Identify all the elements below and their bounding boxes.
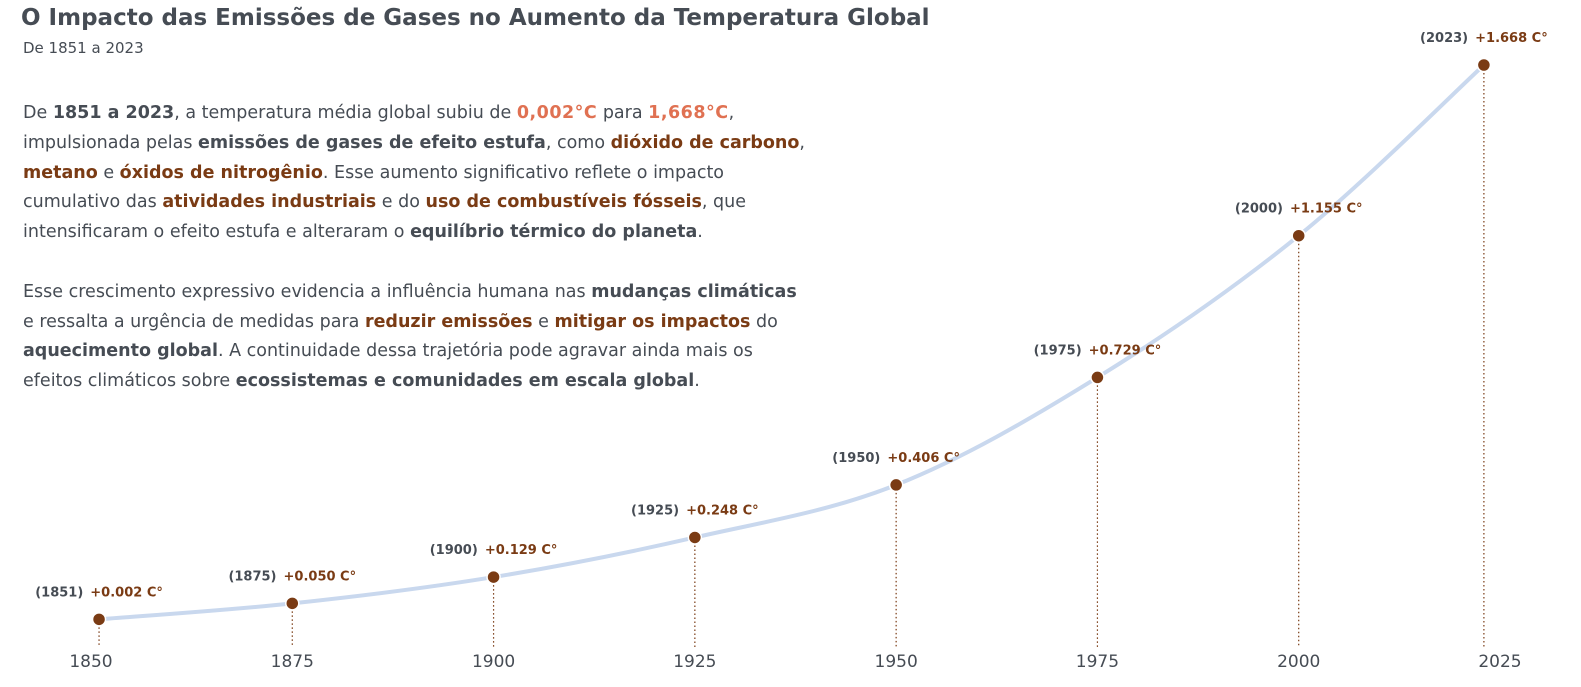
narrative-highlight: ecossistemas e comunidades em escala glo… — [235, 371, 695, 392]
data-point — [687, 530, 703, 545]
narrative-line: Esse crescimento expressivo evidencia a … — [23, 278, 805, 308]
point-value-label: +1.155 C° — [1290, 202, 1363, 217]
narrative-highlight: aquecimento global — [23, 341, 218, 362]
data-points — [91, 57, 1492, 627]
point-label: (1950) +0.406 C° — [832, 451, 960, 466]
point-value-label: +0.050 C° — [284, 569, 357, 584]
point-label: (2000) +1.155 C° — [1235, 202, 1363, 217]
data-point — [91, 612, 107, 627]
point-year-label: (1950) — [832, 451, 880, 466]
narrative-highlight: reduzir emissões — [364, 311, 533, 332]
narrative-text-segment: e do — [376, 192, 426, 213]
narrative-text-segment: efeitos climáticos sobre — [23, 371, 236, 392]
point-year-label: (2023) — [1420, 31, 1468, 46]
point-year-label: (1851) — [35, 585, 83, 600]
point-label: (1900) +0.129 C° — [430, 543, 558, 558]
x-axis-ticks: 1850 1875 1900 1925 1950 1975 2000 2025 — [69, 652, 1521, 672]
narrative-line: intensificaram o efeito estufa e alterar… — [23, 218, 805, 248]
temperature-line — [97, 63, 1486, 622]
narrative-line: aquecimento global. A continuidade dessa… — [23, 337, 805, 367]
narrative-highlight: 0,002°C — [516, 103, 598, 123]
narrative-text-segment: do — [750, 311, 778, 332]
narrative-highlight: metano — [23, 162, 98, 183]
narrative-line: De 1851 a 2023, a temperatura média glob… — [23, 99, 805, 129]
narrative-highlight: 1851 a 2023 — [52, 103, 175, 123]
narrative-text-segment: . — [697, 222, 703, 243]
narrative-text-segment: impulsionada pelas — [23, 132, 199, 153]
point-value-label: +0.002 C° — [90, 585, 163, 600]
point-label: (1875) +0.050 C° — [228, 569, 356, 584]
data-point — [1291, 228, 1306, 243]
narrative-text-segment: , — [728, 103, 735, 123]
narrative-text-segment: . Esse aumento significativo reflete o i… — [322, 162, 725, 183]
narrative-line: impulsionada pelas emissões de gases de … — [23, 129, 805, 159]
x-tick-label: 2025 — [1478, 652, 1521, 672]
chart-title: O Impacto das Emissões de Gases no Aumen… — [21, 5, 930, 31]
narrative-highlight: 1,668°C — [648, 103, 729, 123]
narrative-text-segment: para — [597, 103, 649, 123]
point-labels: (1851) +0.002 C° (1875) +0.050 C° (1900) +0.1… — [35, 31, 1548, 600]
narrative-text-segment: , que — [701, 192, 747, 213]
narrative-text-segment: . A continuidade dessa trajetória pode a… — [217, 341, 753, 362]
drop-lines — [98, 65, 1485, 647]
narrative-highlight: uso de combustíveis fósseis — [425, 192, 702, 213]
narrative-text-segment: , como — [545, 132, 611, 153]
narrative-text-segment: intensificaram o efeito estufa e alterar… — [23, 222, 411, 243]
narrative-paragraph: De 1851 a 2023, a temperatura média glob… — [23, 99, 805, 248]
point-year-label: (1900) — [430, 543, 478, 558]
narrative-text-segment: Esse crescimento expressivo evidencia a … — [23, 281, 592, 302]
narrative-highlight: mitigar os impactos — [554, 311, 751, 332]
data-point — [888, 477, 904, 493]
narrative-highlight: emissões de gases de efeito estufa — [198, 132, 546, 153]
data-point — [486, 569, 501, 585]
narrative-text-segment: , a temperatura média global subiu de — [174, 103, 517, 123]
point-label: (1925) +0.248 C° — [631, 503, 759, 518]
point-year-label: (1975) — [1034, 343, 1082, 358]
data-point — [285, 596, 300, 611]
x-tick-label: 1875 — [271, 652, 314, 672]
point-label: (1851) +0.002 C° — [35, 585, 163, 600]
data-point — [1090, 370, 1105, 385]
x-tick-label: 1975 — [1076, 652, 1119, 672]
point-value-label: +0.729 C° — [1089, 343, 1162, 358]
narrative-text-segment: cumulativo das — [23, 192, 163, 213]
narrative-text: De 1851 a 2023, a temperatura média glob… — [23, 99, 805, 427]
chart-subtitle: De 1851 a 2023 — [23, 39, 144, 57]
point-value-label: +1.668 C° — [1475, 31, 1548, 46]
narrative-text-segment: e — [532, 311, 555, 332]
narrative-highlight: atividades industriais — [162, 192, 377, 213]
narrative-highlight: mudanças climáticas — [591, 281, 797, 302]
point-value-label: +0.248 C° — [686, 503, 759, 518]
x-tick-label: 1950 — [875, 652, 918, 672]
x-tick-label: 2000 — [1277, 652, 1320, 672]
narrative-highlight: óxidos de nitrogênio — [119, 162, 323, 183]
point-year-label: (1925) — [631, 503, 679, 518]
narrative-line: cumulativo das atividades industriais e … — [23, 188, 805, 218]
x-tick-label: 1900 — [472, 652, 515, 672]
point-value-label: +0.406 C° — [887, 451, 960, 466]
narrative-paragraph: Esse crescimento expressivo evidencia a … — [23, 278, 805, 397]
narrative-line: e ressalta a urgência de medidas para re… — [23, 308, 805, 338]
point-year-label: (1875) — [228, 569, 276, 584]
narrative-line: metano e óxidos de nitrogênio. Esse aume… — [23, 159, 805, 189]
narrative-text-segment: e ressalta a urgência de medidas para — [23, 311, 365, 332]
point-label: (1975) +0.729 C° — [1034, 343, 1162, 358]
data-point — [1476, 57, 1492, 73]
narrative-text-segment: . — [694, 371, 700, 392]
narrative-text-segment: De — [23, 103, 53, 123]
narrative-highlight: equilíbrio térmico do planeta — [410, 222, 698, 243]
point-label: (2023) +1.668 C° — [1420, 31, 1548, 46]
x-tick-label: 1925 — [673, 652, 716, 672]
point-value-label: +0.129 C° — [485, 543, 558, 558]
narrative-line: efeitos climáticos sobre ecossistemas e … — [23, 367, 805, 397]
point-year-label: (2000) — [1235, 202, 1283, 217]
narrative-text-segment: , — [799, 132, 805, 153]
narrative-text-segment: e — [97, 162, 120, 183]
narrative-highlight: dióxido de carbono — [610, 132, 800, 153]
x-tick-label: 1850 — [69, 652, 112, 672]
